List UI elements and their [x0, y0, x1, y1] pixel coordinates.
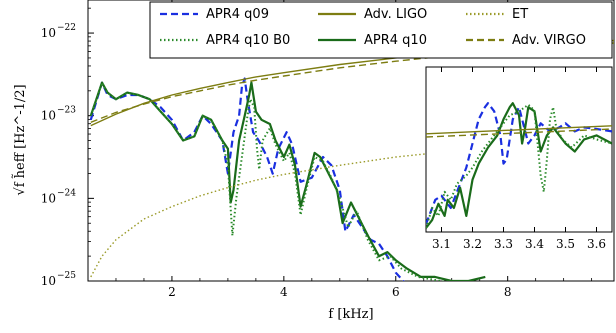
inset-x-tick-label: 3.4: [525, 237, 544, 251]
legend-label: APR4 q10 B0: [206, 33, 290, 48]
legend-box: [149, 1, 613, 59]
x-tick-label: 6: [392, 285, 400, 299]
inset-series-line-1: [426, 102, 612, 229]
y-axis-title-group: √f h̃eff [Hz^-1/2]: [11, 84, 28, 195]
y-tick-exponent: −24: [57, 188, 76, 198]
y-tick-exponent: −25: [57, 271, 76, 281]
legend-label: ET: [512, 7, 528, 22]
legend-label: Adv. LIGO: [364, 7, 427, 22]
x-tick-label: 4: [280, 285, 288, 299]
inset-frame: [425, 66, 613, 233]
y-axis-title: √f h̃eff [Hz^-1/2]: [11, 84, 28, 195]
y-tick-label: 10: [41, 26, 56, 40]
legend-label: Adv. VIRGO: [512, 33, 586, 48]
y-tick-label: 10: [41, 191, 56, 205]
inset-x-tick-label: 3.3: [494, 237, 513, 251]
inset-x-tick-label: 3.2: [463, 237, 482, 251]
inset-series-line-3: [426, 125, 612, 135]
inset-x-tick-label: 3.6: [587, 237, 606, 251]
legend: APR4 q09 APR4 q10 B0 Adv. LIGO APR4 q10 ET Ad…: [160, 7, 586, 48]
inset-series-group: [426, 102, 612, 229]
y-tick-exponent: −22: [57, 23, 76, 33]
series-line-2: [89, 81, 447, 281]
y-tick-label: 10: [41, 274, 56, 288]
y-tick-label: 10: [41, 109, 56, 123]
x-tick-label: 2: [168, 285, 176, 299]
inset-axis-ticks: 3.1 3.2 3.3 3.4 3.5 3.6: [432, 67, 606, 251]
inset-x-tick-label: 3.1: [432, 237, 451, 251]
x-tick-label: 8: [504, 285, 512, 299]
x-axis-title: f [kHz]: [328, 307, 373, 322]
legend-label: APR4 q10: [364, 33, 427, 48]
series-line-5: [90, 42, 614, 123]
inset-x-tick-label: 3.5: [556, 237, 575, 251]
main-series-group: [89, 39, 614, 281]
series-line-3: [90, 135, 614, 278]
y-tick-exponent: −23: [57, 106, 76, 116]
inset-series-line-4: [426, 128, 612, 138]
series-line-0: [89, 77, 405, 281]
legend-label: APR4 q09: [206, 7, 269, 22]
